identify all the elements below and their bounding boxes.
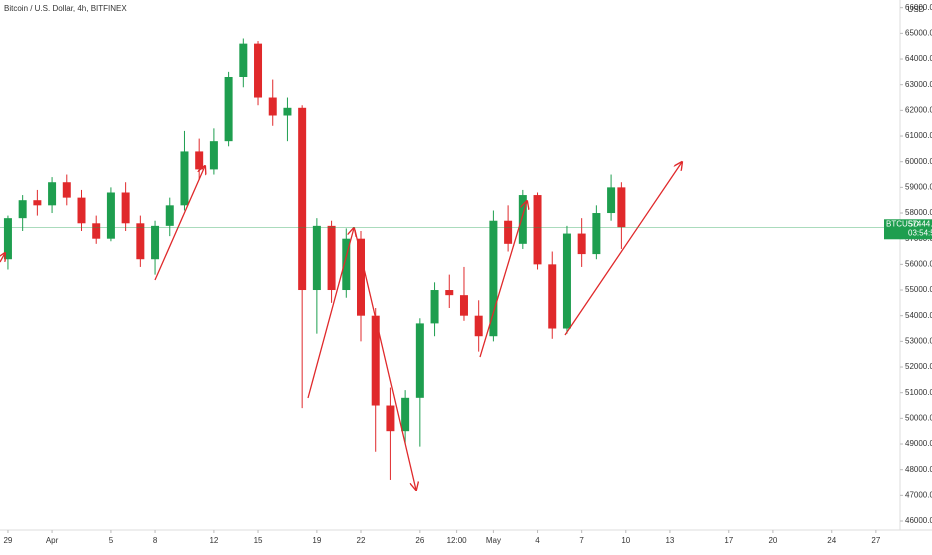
candle-body: [121, 192, 130, 224]
candle-body: [92, 223, 101, 239]
candle-body: [195, 151, 204, 170]
x-tick-label: 20: [768, 536, 777, 545]
candle-body: [607, 187, 616, 214]
candle-body: [592, 213, 601, 255]
trend-arrow: [307, 228, 354, 399]
trend-arrow: [0, 253, 5, 262]
x-tick-label: 15: [254, 536, 263, 545]
candle-body: [342, 238, 351, 291]
candle-body: [415, 323, 424, 398]
y-tick-label: 59000.0: [905, 182, 932, 191]
y-tick-label: 50000.0: [905, 413, 932, 422]
candle-body: [548, 264, 557, 329]
trend-arrow: [564, 162, 682, 336]
y-tick-label: 53000.0: [905, 336, 932, 345]
y-tick-label: 64000.0: [905, 54, 932, 63]
candle-body: [504, 220, 513, 244]
candle-body: [617, 187, 626, 228]
x-tick-label: 4: [535, 536, 540, 545]
candle-body: [518, 195, 527, 244]
trend-arrow: [154, 166, 205, 281]
y-tick-label: 62000.0: [905, 105, 932, 114]
candle-body: [312, 225, 321, 291]
y-tick-label: 63000.0: [905, 80, 932, 89]
candles: [3, 38, 626, 480]
y-tick-label: 49000.0: [905, 439, 932, 448]
candle-body: [327, 225, 336, 291]
x-tick-label: 27: [871, 536, 880, 545]
candle-body: [445, 290, 454, 296]
last-price-tag: [884, 219, 932, 240]
x-tick-label: May: [486, 536, 501, 545]
y-tick-label: 55000.0: [905, 285, 932, 294]
candle-body: [48, 182, 57, 206]
y-tick-label: 56000.0: [905, 259, 932, 268]
candle-body: [268, 97, 277, 116]
currency-label: USD: [908, 5, 925, 14]
candle-body: [18, 200, 27, 219]
candle-body: [577, 233, 586, 255]
x-tick-label: 24: [827, 536, 836, 545]
x-tick-label: 29: [3, 536, 12, 545]
candle-body: [357, 238, 366, 316]
symbol-label: BTCUSD: [886, 219, 919, 228]
candle-body: [459, 295, 468, 316]
candle-body: [239, 43, 248, 77]
candle-body: [224, 76, 233, 142]
candle-body: [151, 225, 160, 260]
x-tick-label: Apr: [46, 536, 59, 545]
candle-body: [77, 197, 86, 224]
candle-body: [386, 405, 395, 432]
last-price-label: 57444.6: [908, 219, 932, 228]
candle-body: [180, 151, 189, 206]
y-tick-label: 65000.0: [905, 28, 932, 37]
candle-body: [254, 43, 263, 98]
y-tick-label: 52000.0: [905, 362, 932, 371]
candle-body: [430, 290, 439, 324]
x-tick-label: 8: [153, 536, 158, 545]
x-tick-label: 22: [357, 536, 366, 545]
chart-title: Bitcoin / U.S. Dollar, 4h, BITFINEX: [4, 4, 127, 13]
y-tick-label: 58000.0: [905, 208, 932, 217]
candle-body: [562, 233, 571, 329]
candle-body: [489, 220, 498, 337]
x-tick-label: 26: [415, 536, 424, 545]
y-tick-label: 46000.0: [905, 516, 932, 525]
y-tick-label: 48000.0: [905, 465, 932, 474]
candle-body: [401, 397, 410, 432]
y-tick-label: 51000.0: [905, 388, 932, 397]
x-tick-label: 7: [579, 536, 584, 545]
x-tick-label: 5: [109, 536, 114, 545]
x-tick-label: 13: [665, 536, 674, 545]
candle-body: [62, 182, 71, 198]
x-tick-label: 10: [621, 536, 630, 545]
x-tick-label: 12:00: [447, 536, 468, 545]
candle-body: [3, 218, 12, 260]
y-tick-label: 60000.0: [905, 157, 932, 166]
y-tick-label: 47000.0: [905, 490, 932, 499]
candle-body: [533, 195, 542, 265]
candle-body: [165, 205, 174, 226]
candle-body: [136, 223, 145, 260]
y-tick-label: 61000.0: [905, 131, 932, 140]
y-tick-label: 54000.0: [905, 311, 932, 320]
trend-arrow: [354, 229, 416, 490]
candle-body: [33, 200, 42, 206]
candle-body: [371, 315, 380, 406]
candle-body: [474, 315, 483, 337]
candle-body: [106, 192, 115, 239]
candle-body: [283, 107, 292, 116]
x-tick-label: 17: [724, 536, 733, 545]
candle-body: [298, 107, 307, 291]
y-tick-label: 66000.0: [905, 3, 932, 12]
x-tick-label: 19: [312, 536, 321, 545]
x-tick-label: 12: [209, 536, 218, 545]
countdown-label: 03:54:50: [908, 228, 932, 237]
candle-body: [209, 141, 218, 170]
